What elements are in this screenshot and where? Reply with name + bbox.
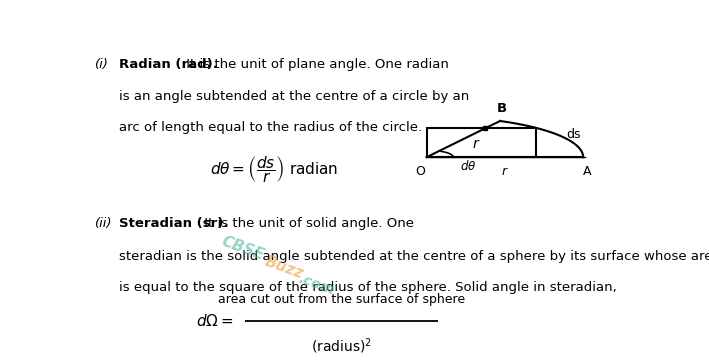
Text: $d\Omega = $: $d\Omega = $ — [196, 313, 233, 329]
Text: is equal to the square of the radius of the sphere. Solid angle in steradian,: is equal to the square of the radius of … — [119, 281, 617, 293]
Bar — [427, 128, 536, 157]
Text: area cut out from the surface of sphere: area cut out from the surface of sphere — [218, 293, 465, 306]
Text: .com: .com — [296, 272, 337, 298]
Text: steradian is the solid angle subtended at the centre of a sphere by its surface : steradian is the solid angle subtended a… — [119, 250, 709, 263]
Text: arc of length equal to the radius of the circle.: arc of length equal to the radius of the… — [119, 121, 422, 134]
Text: It is the unit of plane angle. One radian: It is the unit of plane angle. One radia… — [182, 58, 449, 71]
Text: Buzz: Buzz — [262, 254, 305, 282]
Text: Radian (rad).: Radian (rad). — [119, 58, 218, 71]
Text: $r$: $r$ — [501, 165, 509, 178]
Text: (ii): (ii) — [95, 217, 113, 230]
Text: $r$: $r$ — [471, 137, 480, 151]
Text: $d\theta = \left(\dfrac{ds}{r}\right)$ radian: $d\theta = \left(\dfrac{ds}{r}\right)$ r… — [210, 154, 337, 185]
Text: ds: ds — [566, 128, 581, 141]
Text: $d\theta$: $d\theta$ — [460, 159, 476, 173]
Text: Steradian (sr).: Steradian (sr). — [119, 217, 228, 230]
Text: It is the unit of solid angle. One: It is the unit of solid angle. One — [200, 217, 414, 230]
Text: $(\mathrm{radius})^2$: $(\mathrm{radius})^2$ — [311, 337, 372, 356]
Text: CBSE: CBSE — [219, 234, 266, 263]
Text: B: B — [497, 102, 507, 115]
Text: (i): (i) — [95, 58, 109, 71]
Text: A: A — [584, 165, 592, 178]
Text: O: O — [415, 165, 425, 178]
Text: is an angle subtended at the centre of a circle by an: is an angle subtended at the centre of a… — [119, 90, 469, 103]
